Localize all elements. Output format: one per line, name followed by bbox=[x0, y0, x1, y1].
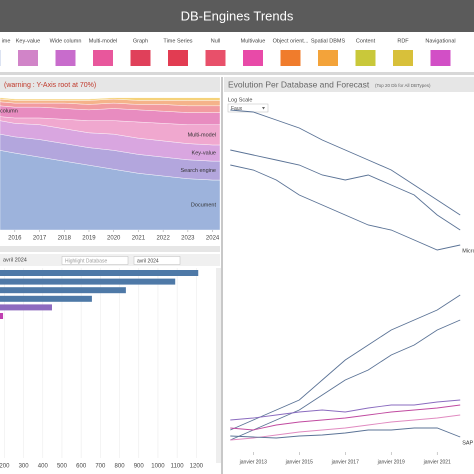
x-tick-label: 2023 bbox=[181, 236, 195, 242]
x-tick-label: 2020 bbox=[107, 236, 121, 242]
dashboard-title: DB-Engines Trends bbox=[181, 8, 294, 23]
x-tick-label: 1000 bbox=[151, 464, 165, 470]
dropdown-arrow bbox=[262, 107, 265, 110]
line bbox=[230, 414, 461, 441]
x-tick-label: 1100 bbox=[171, 464, 185, 470]
legend-swatch bbox=[243, 50, 263, 66]
x-tick-label: 800 bbox=[115, 464, 126, 470]
x-tick-label: janvier 2019 bbox=[377, 459, 405, 465]
x-tick-label: 2019 bbox=[82, 236, 96, 242]
legend-label: Key-value bbox=[16, 38, 40, 44]
line bbox=[230, 319, 461, 441]
x-tick-label: 2022 bbox=[156, 236, 170, 242]
log-scale-value: Faux bbox=[231, 106, 243, 112]
bar bbox=[0, 304, 52, 311]
legend-swatch bbox=[93, 50, 113, 66]
legend-swatch bbox=[318, 50, 338, 66]
area-layer bbox=[0, 97, 221, 101]
x-tick-label: 500 bbox=[57, 464, 68, 470]
line bbox=[230, 149, 461, 231]
legend-label: Content bbox=[356, 38, 376, 44]
legend-swatch bbox=[18, 50, 38, 66]
x-tick-label: janvier 2013 bbox=[239, 459, 267, 465]
legend-label: ime bbox=[2, 38, 11, 44]
x-tick-label: 2017 bbox=[33, 236, 47, 242]
x-tick-label: 300 bbox=[19, 464, 30, 470]
bar bbox=[0, 270, 199, 276]
line-panel-subtitle: (Top 20 Db for All DBTypes) bbox=[375, 83, 431, 88]
x-tick-label: 1200 bbox=[190, 464, 204, 470]
line-panel-title: Evolution Per Database and Forecast bbox=[228, 79, 370, 89]
legend-label: Spatial DBMS bbox=[311, 38, 346, 44]
bar bbox=[0, 287, 126, 294]
month-select[interactable] bbox=[133, 256, 181, 265]
scrollbar[interactable] bbox=[216, 268, 221, 463]
x-tick-label: janvier 2021 bbox=[423, 459, 451, 465]
legend-label: Time Series bbox=[163, 38, 192, 44]
search-input[interactable] bbox=[61, 256, 129, 265]
legend-swatch bbox=[355, 50, 376, 66]
x-tick-label: 700 bbox=[95, 464, 106, 470]
legend-label: Multi-model bbox=[89, 38, 117, 44]
area-label: Key-value bbox=[192, 151, 216, 157]
legend-swatch bbox=[168, 50, 188, 66]
legend-swatch bbox=[0, 50, 1, 66]
bar bbox=[0, 278, 176, 285]
line-end-label: Micro bbox=[462, 248, 474, 254]
separator bbox=[0, 72, 474, 75]
line bbox=[230, 294, 461, 431]
log-scale-label: Log Scale bbox=[228, 97, 252, 103]
area-label: Multi-model bbox=[188, 132, 216, 138]
line bbox=[230, 109, 461, 216]
x-tick-label: 900 bbox=[134, 464, 145, 470]
line bbox=[230, 404, 461, 431]
legend-swatch bbox=[393, 50, 413, 66]
x-tick-label: 600 bbox=[76, 464, 87, 470]
line bbox=[230, 399, 461, 421]
legend-swatch bbox=[130, 50, 151, 66]
legend-label: Graph bbox=[133, 38, 148, 44]
legend-label: RDF bbox=[397, 38, 409, 44]
legend-swatch bbox=[55, 50, 76, 66]
legend-swatch bbox=[280, 50, 301, 66]
area-label: Document bbox=[191, 202, 217, 208]
x-tick-label: 200 bbox=[0, 464, 10, 470]
x-tick-label: janvier 2017 bbox=[331, 459, 359, 465]
log-scale-select[interactable] bbox=[227, 103, 269, 113]
legend-label: Wide column bbox=[50, 38, 82, 44]
legend-label: Navigational bbox=[425, 38, 455, 44]
legend-label: Null bbox=[211, 38, 220, 44]
line bbox=[230, 427, 461, 439]
x-tick-label: 2021 bbox=[132, 236, 146, 242]
panel-header bbox=[0, 77, 220, 92]
bar bbox=[0, 313, 4, 319]
x-tick-label: 2016 bbox=[8, 236, 22, 242]
x-tick-label: 2024 bbox=[206, 236, 220, 242]
area-label: Wide column bbox=[0, 109, 18, 115]
warning-text: (warning : Y-Axis root at 70%) bbox=[4, 82, 96, 89]
x-tick-label: janvier 2015 bbox=[285, 459, 313, 465]
panel-header bbox=[224, 77, 474, 92]
area-label: Search engine bbox=[181, 168, 216, 174]
line-end-label: SAP A bbox=[462, 440, 474, 446]
bar bbox=[0, 295, 92, 302]
line bbox=[230, 164, 461, 251]
search-placeholder: Highlight Database bbox=[65, 258, 107, 264]
legend-swatch bbox=[430, 50, 451, 66]
month-select-value: avril 2024 bbox=[137, 258, 159, 264]
x-tick-label: 400 bbox=[38, 464, 49, 470]
x-tick-label: 2018 bbox=[58, 236, 72, 242]
legend-swatch bbox=[205, 50, 226, 66]
legend-label: Multivalue bbox=[241, 38, 266, 44]
title-bar bbox=[0, 0, 474, 32]
separator bbox=[0, 246, 220, 252]
month-label: avril 2024 bbox=[3, 257, 27, 263]
legend-label: Object orient... bbox=[273, 38, 309, 44]
